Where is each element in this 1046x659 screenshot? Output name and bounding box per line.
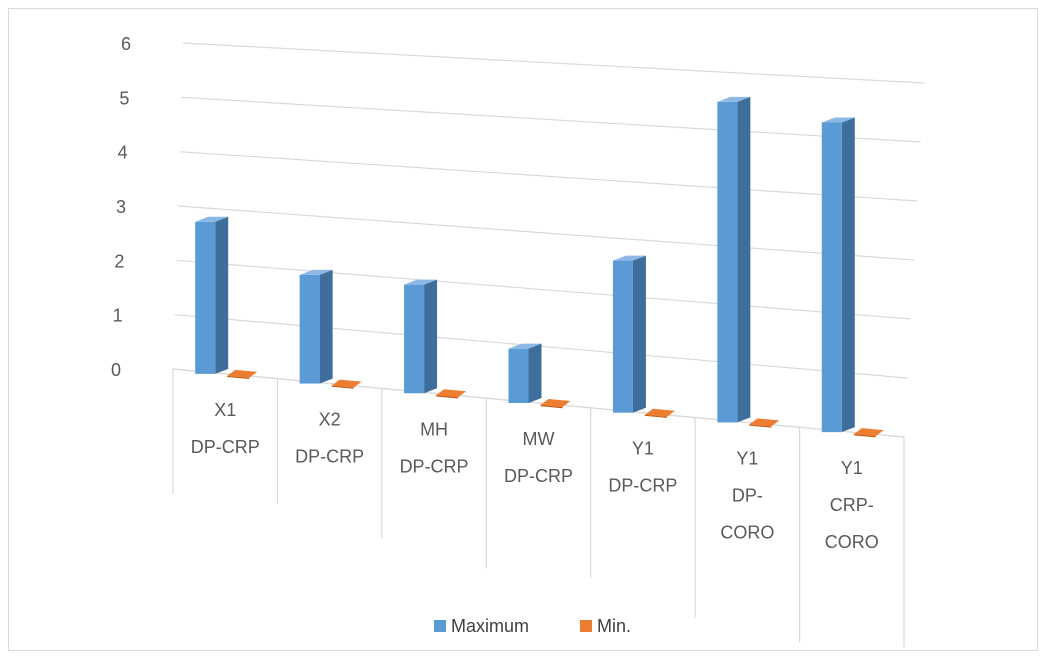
y-tick-label: 3 (116, 197, 126, 217)
category-label: X2 DP-CRP (295, 410, 364, 467)
legend-label: Maximum (451, 616, 529, 636)
gridline (182, 42, 925, 84)
bar-min-front (540, 405, 563, 409)
legend-label: Min. (597, 616, 631, 636)
category-labels: X1 DP-CRP X2 DP-CRP MH DP-CRP MW DP-CRP Y1 DP-CRP… (191, 400, 879, 552)
bar-maximum-top (508, 343, 542, 349)
bar-maximum-side (528, 343, 542, 403)
bar-maximum-side (632, 255, 646, 413)
y-axis-tick-labels: 0 1 2 3 4 5 6 (111, 34, 131, 380)
bar-maximum (299, 274, 320, 384)
bar-min-front (749, 424, 772, 428)
category-label: MH DP-CRP (400, 419, 469, 476)
bar-maximum-top (299, 269, 333, 275)
chart-area (8, 8, 1038, 651)
category-axis-line (172, 368, 905, 438)
y-tick-label: 5 (119, 88, 129, 108)
bar-min (749, 418, 780, 427)
bar-maximum-side (215, 216, 229, 374)
bar-maximum-side (737, 96, 751, 423)
bar-maximum (717, 101, 738, 423)
bar-maximum (612, 260, 633, 413)
bar-maximum-top (195, 216, 229, 222)
y-tick-label: 2 (114, 251, 124, 271)
legend: Maximum Min. (434, 616, 631, 636)
bar-min-front (436, 395, 459, 399)
category-label: Y1 CRP-CORO (825, 458, 879, 552)
y-tick-label: 6 (121, 34, 131, 54)
category-label: Y1 DP-CRP (608, 439, 677, 496)
category-label: Y1 DP-CORO (720, 448, 774, 542)
bar-min (436, 389, 467, 398)
bar-maximum-side (841, 117, 855, 433)
legend-swatch (580, 620, 592, 632)
bar-maximum-top (404, 279, 438, 285)
category-label: X1 DP-CRP (191, 400, 260, 457)
bar-maximum-top (821, 117, 855, 123)
bar-min-front (644, 414, 667, 418)
y-tick-label: 4 (118, 143, 128, 163)
gridlines (172, 42, 925, 438)
bars (195, 96, 884, 438)
bar-maximum-side (424, 279, 438, 394)
gridline (176, 259, 911, 320)
bar-min-front (331, 385, 354, 389)
bar-maximum (195, 221, 216, 374)
y-tick-label: 0 (111, 360, 121, 380)
bar-maximum-top (717, 96, 751, 102)
gridline (179, 151, 918, 202)
bar-min-front (853, 434, 876, 438)
y-tick-label: 1 (113, 306, 123, 326)
gridline (181, 96, 921, 143)
bar-maximum (821, 122, 842, 433)
bar-min (644, 408, 675, 417)
bar-maximum-top (612, 255, 646, 261)
bar-min (331, 379, 362, 388)
bar-maximum (508, 348, 529, 403)
bar-min (853, 428, 884, 437)
bar-min (227, 369, 258, 378)
bar-maximum-side (319, 269, 333, 384)
gridline (177, 205, 915, 261)
category-axis (172, 368, 905, 647)
bar-maximum (404, 284, 425, 394)
category-label: MW DP-CRP (504, 429, 573, 486)
legend-swatch (434, 620, 446, 632)
bar-min (540, 399, 571, 407)
bar-min-front (227, 375, 250, 380)
